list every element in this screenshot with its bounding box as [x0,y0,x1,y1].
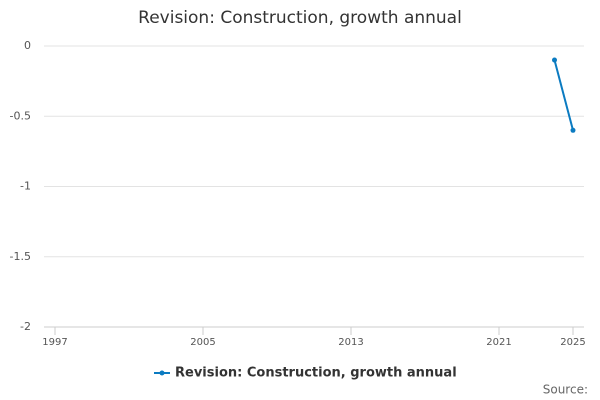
y-tick-label: -1.5 [10,250,31,263]
y-tick-label: -2 [20,320,31,333]
legend-label: Revision: Construction, growth annual [175,366,457,381]
x-tick-label: 2013 [338,337,363,348]
y-tick-label: -0.5 [10,109,31,122]
chart-title: Revision: Construction, growth annual [138,8,462,28]
data-point [552,57,557,63]
x-tick-label: 2005 [190,337,215,348]
source: Source: [543,383,588,397]
x-tick-label: 2025 [560,337,585,348]
data-line [553,59,574,131]
legend-marker [159,370,165,376]
y-tick-label: -1 [20,180,31,193]
x-tick-label: 1997 [42,337,67,348]
x-tick-label: 2021 [486,337,511,348]
data-point [570,127,576,133]
y-tick-label: 0 [24,39,31,52]
